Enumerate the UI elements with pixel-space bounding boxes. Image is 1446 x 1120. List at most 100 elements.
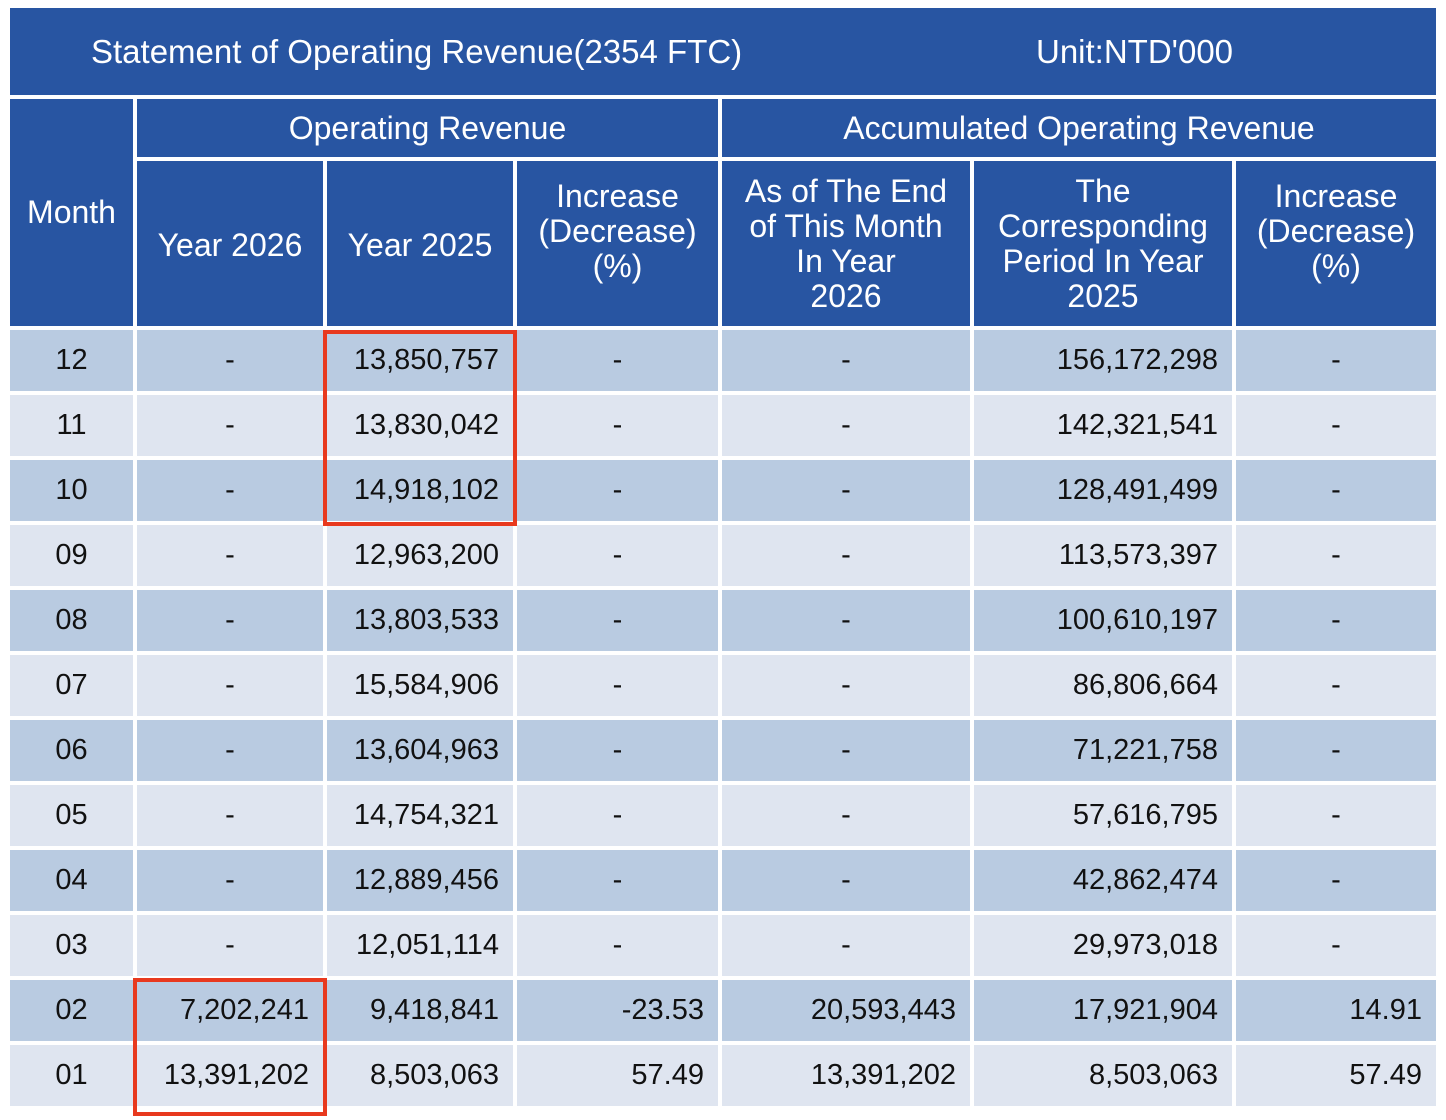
table-row: 09 - 12,963,200 - - 113,573,397 - [10,525,1436,586]
increase-header: Increase (Decrease) (%) [517,161,718,326]
month-cell: 01 [10,1045,133,1106]
year-2025-cell: 14,754,321 [327,785,513,846]
month-cell: 02 [10,980,133,1041]
year-2025-cell: 13,803,533 [327,590,513,651]
month-cell: 07 [10,655,133,716]
accumulated-2026-cell: - [722,330,970,391]
accumulated-2026-cell: - [722,655,970,716]
accumulated-pct-cell: 14.91 [1236,980,1436,1041]
year-2025-cell: 12,963,200 [327,525,513,586]
acc-increase-header-line: (%) [1236,249,1436,284]
accumulated-pct-cell: - [1236,460,1436,521]
table-row: 02 7,202,241 9,418,841 -23.53 20,593,443… [10,980,1436,1041]
year-2026-cell: - [137,785,323,846]
increase-pct-cell: - [517,785,718,846]
month-cell: 08 [10,590,133,651]
revenue-statement: Statement of Operating Revenue(2354 FTC)… [10,8,1436,1106]
accumulated-2025-cell: 86,806,664 [974,655,1232,716]
month-cell: 06 [10,720,133,781]
unit-label: Unit:NTD'000 [1036,34,1233,69]
year-2025-header: Year 2025 [327,161,513,326]
increase-pct-cell: - [517,915,718,976]
accumulated-2025-cell: 17,921,904 [974,980,1232,1041]
year-2026-cell: - [137,720,323,781]
statement-title: Statement of Operating Revenue(2354 FTC) [91,34,1036,69]
table-row: 11 - 13,830,042 - - 142,321,541 - [10,395,1436,456]
month-cell: 03 [10,915,133,976]
corresponding-period-header-line: 2025 [974,279,1232,314]
month-cell: 11 [10,395,133,456]
year-2026-cell: - [137,850,323,911]
year-2025-cell: 8,503,063 [327,1045,513,1106]
accumulated-pct-cell: - [1236,525,1436,586]
accumulated-2025-cell: 128,491,499 [974,460,1232,521]
accumulated-pct-cell: 57.49 [1236,1045,1436,1106]
year-2026-cell: 7,202,241 [137,980,323,1041]
month-cell: 05 [10,785,133,846]
corresponding-period-header-line: Period In Year [974,244,1232,279]
year-2025-cell: 13,604,963 [327,720,513,781]
increase-pct-cell: - [517,460,718,521]
increase-pct-cell: - [517,525,718,586]
year-2026-cell: - [137,395,323,456]
table-row: 08 - 13,803,533 - - 100,610,197 - [10,590,1436,651]
month-cell: 10 [10,460,133,521]
table-row: 12 - 13,850,757 - - 156,172,298 - [10,330,1436,391]
accumulated-pct-cell: - [1236,850,1436,911]
year-2026-header-text: Year 2026 [137,224,323,263]
accumulated-2026-cell: 13,391,202 [722,1045,970,1106]
accumulated-2026-cell: - [722,460,970,521]
acc-increase-header: Increase (Decrease) (%) [1236,161,1436,326]
table-row: 07 - 15,584,906 - - 86,806,664 - [10,655,1436,716]
year-2025-cell: 12,889,456 [327,850,513,911]
year-2026-cell: - [137,460,323,521]
increase-pct-cell: - [517,590,718,651]
year-2025-cell: 9,418,841 [327,980,513,1041]
accumulated-2025-cell: 29,973,018 [974,915,1232,976]
accumulated-2025-cell: 57,616,795 [974,785,1232,846]
year-2026-cell: - [137,655,323,716]
accumulated-pct-cell: - [1236,395,1436,456]
accumulated-2025-cell: 8,503,063 [974,1045,1232,1106]
accumulated-pct-cell: - [1236,655,1436,716]
accumulated-2025-cell: 42,862,474 [974,850,1232,911]
operating-revenue-header: Operating Revenue [137,99,718,157]
year-2026-cell: - [137,915,323,976]
year-2025-cell: 12,051,114 [327,915,513,976]
increase-pct-cell: - [517,330,718,391]
accumulated-2025-cell: 71,221,758 [974,720,1232,781]
accumulated-2026-cell: - [722,525,970,586]
year-2025-cell: 15,584,906 [327,655,513,716]
as-of-end-header-line: As of The End [722,174,970,209]
year-2025-cell: 14,918,102 [327,460,513,521]
accumulated-2026-cell: - [722,395,970,456]
accumulated-2026-cell: - [722,850,970,911]
accumulated-2026-cell: - [722,590,970,651]
acc-increase-header-line: (Decrease) [1236,214,1436,249]
accumulated-2025-cell: 156,172,298 [974,330,1232,391]
accumulated-pct-cell: - [1236,590,1436,651]
accumulated-2026-cell: - [722,915,970,976]
acc-increase-header-line: Increase [1236,179,1436,214]
month-cell: 04 [10,850,133,911]
month-cell: 12 [10,330,133,391]
year-2025-cell: 13,850,757 [327,330,513,391]
table-row: 01 13,391,202 8,503,063 57.49 13,391,202… [10,1045,1436,1106]
accumulated-revenue-header: Accumulated Operating Revenue [722,99,1436,157]
as-of-end-header-line: 2026 [722,279,970,314]
increase-header-line: (Decrease) [517,214,718,249]
table-row: 05 - 14,754,321 - - 57,616,795 - [10,785,1436,846]
as-of-end-header: As of The End of This Month In Year 2026 [722,161,970,326]
year-2026-cell: - [137,330,323,391]
corresponding-period-header-line: The [974,174,1232,209]
as-of-end-header-line: of This Month [722,209,970,244]
increase-pct-cell: - [517,395,718,456]
accumulated-2026-cell: 20,593,443 [722,980,970,1041]
increase-header-line: Increase [517,179,718,214]
accumulated-2025-cell: 113,573,397 [974,525,1232,586]
statement-title-bar: Statement of Operating Revenue(2354 FTC)… [10,8,1436,95]
increase-pct-cell: - [517,655,718,716]
accumulated-pct-cell: - [1236,720,1436,781]
as-of-end-header-line: In Year [722,244,970,279]
increase-pct-cell: - [517,850,718,911]
